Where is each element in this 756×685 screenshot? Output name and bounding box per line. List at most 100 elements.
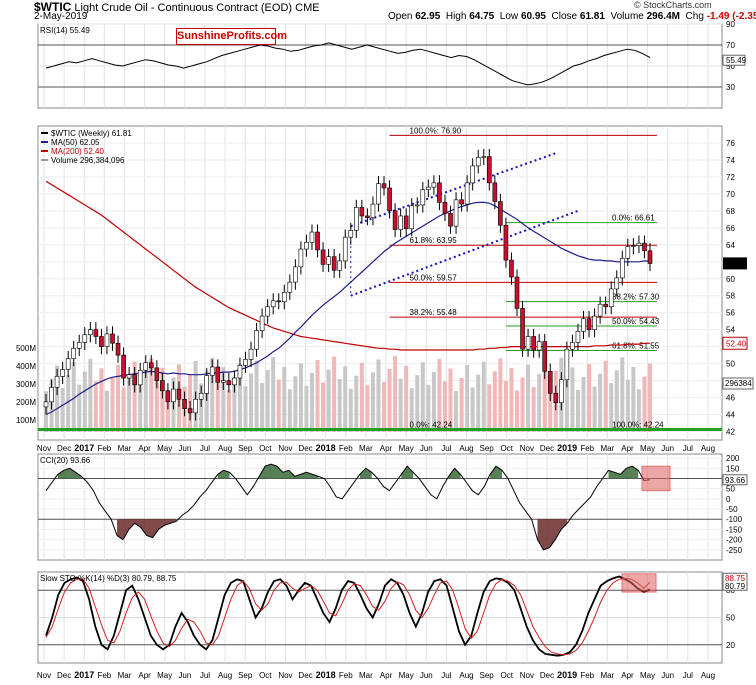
price-x-label: Aug — [701, 444, 715, 453]
price-x-label: Dec — [57, 444, 71, 453]
candle-body — [619, 258, 625, 279]
price-x-label: Jun — [178, 444, 191, 453]
price-x-label: Oct — [259, 444, 272, 453]
price-x-label: Aug — [218, 444, 232, 453]
sto-x-label: Aug — [459, 671, 473, 680]
volume-bar — [359, 362, 364, 432]
candle-body — [387, 187, 392, 212]
candle-body — [581, 318, 586, 332]
volume-bar — [132, 361, 137, 432]
candle-body — [359, 207, 365, 217]
cci-y-label: 0 — [726, 495, 731, 504]
sto-x-label: Aug — [701, 671, 715, 680]
fib-label-right: 61.8%: 51.55 — [612, 341, 660, 350]
volume-bar — [526, 364, 531, 432]
candle-body — [536, 341, 542, 351]
price-x-label: Nov — [520, 444, 534, 453]
sto-x-label: May — [157, 671, 172, 680]
candle-body — [193, 398, 198, 414]
candle-body — [43, 401, 49, 408]
cci-fill-positive — [259, 464, 319, 479]
cci-line — [45, 463, 651, 551]
candle-body — [409, 205, 415, 229]
candle-body — [459, 199, 464, 205]
candle-body — [293, 266, 298, 283]
volume-y-label: 200M — [16, 398, 36, 407]
volume-bar — [55, 365, 60, 432]
volume-label: Volume — [610, 11, 644, 22]
ma200-last-label: 52.40 — [726, 339, 747, 348]
volume-bar — [82, 371, 87, 432]
volume-y-label: 300M — [16, 380, 36, 389]
candle-body — [331, 256, 337, 271]
price-x-label: 2018 — [316, 443, 336, 453]
volume-bar — [260, 382, 265, 432]
price-x-label: Jul — [683, 444, 693, 453]
volume-bar — [104, 390, 109, 432]
cci-title: CCI(20) 93.66 — [40, 456, 91, 465]
price-x-label: Feb — [97, 444, 111, 453]
candle-body — [154, 367, 160, 381]
cci-fill-positive — [608, 466, 639, 479]
sto-x-label: Dec — [540, 671, 554, 680]
last-price-box — [723, 257, 747, 270]
symbol: $WTIC — [34, 0, 72, 14]
price-x-label: May — [640, 444, 655, 453]
candle-body — [448, 213, 453, 227]
volume-y-label: 500M — [16, 344, 36, 353]
sto-x-label: May — [640, 671, 655, 680]
ma200-box — [722, 336, 748, 350]
fib-label: 0.0%: 42.24 — [410, 420, 453, 429]
candle-body — [110, 333, 115, 344]
sto-title: Slow STO %K(14) %D(3) 80.79, 88.75 — [40, 574, 177, 583]
candle-body — [248, 348, 254, 360]
candle-body — [453, 199, 459, 227]
rsi-y-label: 70 — [726, 41, 735, 50]
price-y-label: 68 — [726, 207, 735, 216]
fib-label-right: 100.0%: 42.24 — [612, 420, 664, 429]
volume-bar — [77, 384, 82, 432]
candle-body — [71, 348, 77, 359]
price-x-label: Jul — [441, 444, 451, 453]
price-x-label: Aug — [459, 444, 473, 453]
volume-bar — [276, 379, 281, 432]
volume-bar — [93, 381, 98, 432]
volume-bar — [420, 362, 425, 432]
volume-bar — [154, 380, 159, 432]
volume-bar — [598, 373, 603, 432]
candle-body — [309, 231, 315, 243]
volume-bar — [165, 390, 170, 432]
volume-bar — [636, 389, 641, 432]
candle-body — [270, 300, 276, 308]
candle-body — [481, 156, 487, 158]
candle-body — [431, 182, 437, 188]
candle-body — [165, 390, 171, 403]
volume-bar — [99, 368, 104, 432]
candle-body — [564, 348, 570, 381]
price-x-label: Nov — [278, 444, 292, 453]
volume-bar — [243, 386, 248, 432]
candle-body — [636, 242, 642, 246]
price-x-label: Apr — [380, 444, 393, 453]
sto-x-label: Jun — [661, 671, 674, 680]
candle-body — [287, 281, 293, 293]
candle-body — [414, 204, 420, 207]
price-x-label: Sep — [480, 444, 495, 453]
fib-label-right: 50.0%: 54.43 — [612, 317, 660, 326]
candle-body — [121, 354, 126, 379]
cci-y-label: -150 — [726, 525, 743, 534]
candle-body — [354, 207, 359, 231]
volume-bar — [249, 373, 254, 432]
sto-x-label: Sep — [480, 671, 495, 680]
volume-bar — [116, 364, 121, 432]
chg-value: -1.49 (-2.35%) — [706, 11, 756, 22]
cci-y-label: -100 — [726, 515, 743, 524]
volume-bar — [60, 387, 65, 432]
candle-body — [570, 342, 575, 350]
sto-x-label: Jul — [683, 671, 693, 680]
high-value: 64.75 — [469, 11, 495, 22]
candle-body — [209, 366, 215, 376]
volume-bar — [531, 387, 536, 432]
exchange: CME — [295, 2, 320, 14]
candle-body — [243, 359, 248, 366]
